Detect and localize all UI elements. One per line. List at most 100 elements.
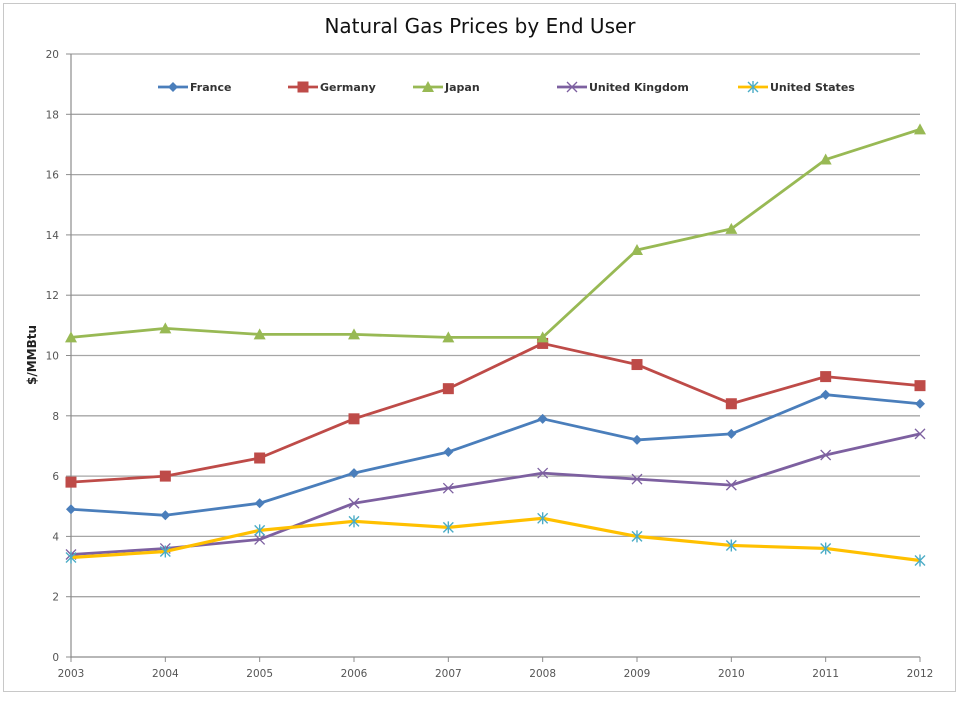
data-point: [254, 533, 266, 545]
x-tick-label: 2010: [718, 668, 745, 680]
y-tick-label: 2: [52, 592, 59, 604]
legend-label: Germany: [320, 81, 376, 94]
data-point: [631, 473, 643, 485]
series-line: [70, 516, 921, 563]
data-point: [442, 331, 455, 343]
data-point: [442, 383, 454, 395]
data-point: [349, 468, 359, 479]
gridlines: [71, 53, 920, 598]
y-tick-label: 0: [52, 652, 59, 664]
data-point: [159, 322, 172, 334]
data-point: [159, 545, 171, 558]
y-tick-label: 10: [46, 351, 59, 363]
data-point: [65, 476, 77, 488]
series-united-states: [65, 512, 926, 567]
legend-item: Japan: [413, 81, 480, 94]
legend-item: United States: [738, 81, 855, 94]
y-tick-label: 4: [52, 531, 59, 543]
data-point: [537, 467, 549, 479]
data-point: [726, 428, 737, 439]
y-tick-label: 8: [52, 411, 59, 423]
legend-item: France: [158, 81, 231, 94]
series-line: [70, 393, 921, 517]
data-point: [348, 413, 360, 425]
legend-swatch-marker: [422, 81, 434, 92]
data-point: [914, 428, 926, 440]
data-point: [725, 479, 737, 491]
series-line: [70, 128, 921, 339]
data-point: [914, 554, 926, 567]
data-point: [632, 434, 642, 445]
data-point: [348, 328, 360, 340]
data-point: [820, 542, 832, 555]
x-tick-label: 2011: [812, 668, 839, 680]
data-point: [820, 449, 832, 461]
data-point: [254, 498, 265, 509]
x-tick-label: 2007: [435, 668, 462, 680]
legend-swatch-marker: [566, 81, 578, 93]
series-line: [70, 432, 921, 556]
series-line: [70, 342, 921, 484]
y-tick-label: 18: [46, 109, 59, 121]
data-point: [914, 380, 926, 392]
data-point: [66, 504, 76, 515]
legend-label: United Kingdom: [589, 81, 689, 94]
data-point: [65, 551, 77, 564]
legend: France Germany Japan United Kingdom United S…: [158, 81, 855, 94]
data-point: [914, 123, 926, 135]
data-point: [725, 539, 737, 552]
y-tick-label: 14: [46, 230, 60, 242]
data-point: [725, 222, 738, 234]
series-layer: [65, 123, 926, 567]
y-tick-label: 12: [46, 290, 59, 302]
x-tick-label: 2009: [624, 668, 651, 680]
data-point: [159, 470, 171, 482]
legend-label: Japan: [444, 81, 480, 94]
data-point: [348, 497, 360, 509]
x-tick-label: 2008: [529, 668, 556, 680]
legend-swatch-marker: [168, 82, 178, 92]
y-tick-label: 20: [46, 49, 59, 61]
legend-label: United States: [770, 81, 855, 94]
series-france: [66, 389, 925, 521]
legend-item: United Kingdom: [557, 81, 689, 94]
data-point: [442, 521, 454, 534]
data-point: [537, 512, 549, 525]
data-point: [536, 331, 549, 343]
data-point: [537, 337, 549, 349]
data-point: [442, 482, 454, 494]
axes: 0 2 4 6 8 10 12 14 16 18 20 2003 2004 2005 2006 2007 200…: [46, 49, 934, 680]
y-tick-label: 6: [52, 471, 59, 483]
x-tick-label: 2003: [58, 668, 85, 680]
legend-label: France: [190, 81, 231, 94]
data-point: [254, 524, 266, 537]
legend-item: Germany: [288, 81, 376, 94]
data-point: [631, 243, 643, 255]
data-point: [631, 530, 643, 543]
legend-swatch-marker: [297, 81, 309, 93]
data-point: [820, 389, 831, 400]
data-point: [537, 413, 548, 424]
series-japan: [65, 123, 926, 343]
legend-swatch-marker: [747, 81, 759, 93]
data-point: [253, 328, 266, 340]
series-germany: [65, 337, 926, 488]
data-point: [631, 359, 643, 371]
data-point: [915, 398, 925, 409]
data-point: [65, 331, 77, 343]
x-tick-label: 2005: [246, 668, 273, 680]
x-tick-label: 2006: [341, 668, 368, 680]
data-point: [443, 446, 454, 457]
data-point: [348, 515, 360, 528]
data-point: [725, 398, 737, 410]
chart-frame: [3, 3, 956, 692]
data-point: [819, 153, 832, 165]
data-point: [820, 371, 832, 383]
series-united-kingdom: [65, 428, 926, 560]
data-point: [160, 510, 171, 521]
x-tick-label: 2004: [152, 668, 179, 680]
x-tick-label: 2012: [907, 668, 934, 680]
data-point: [254, 452, 266, 464]
chart-title: Natural Gas Prices by End User: [324, 14, 636, 38]
